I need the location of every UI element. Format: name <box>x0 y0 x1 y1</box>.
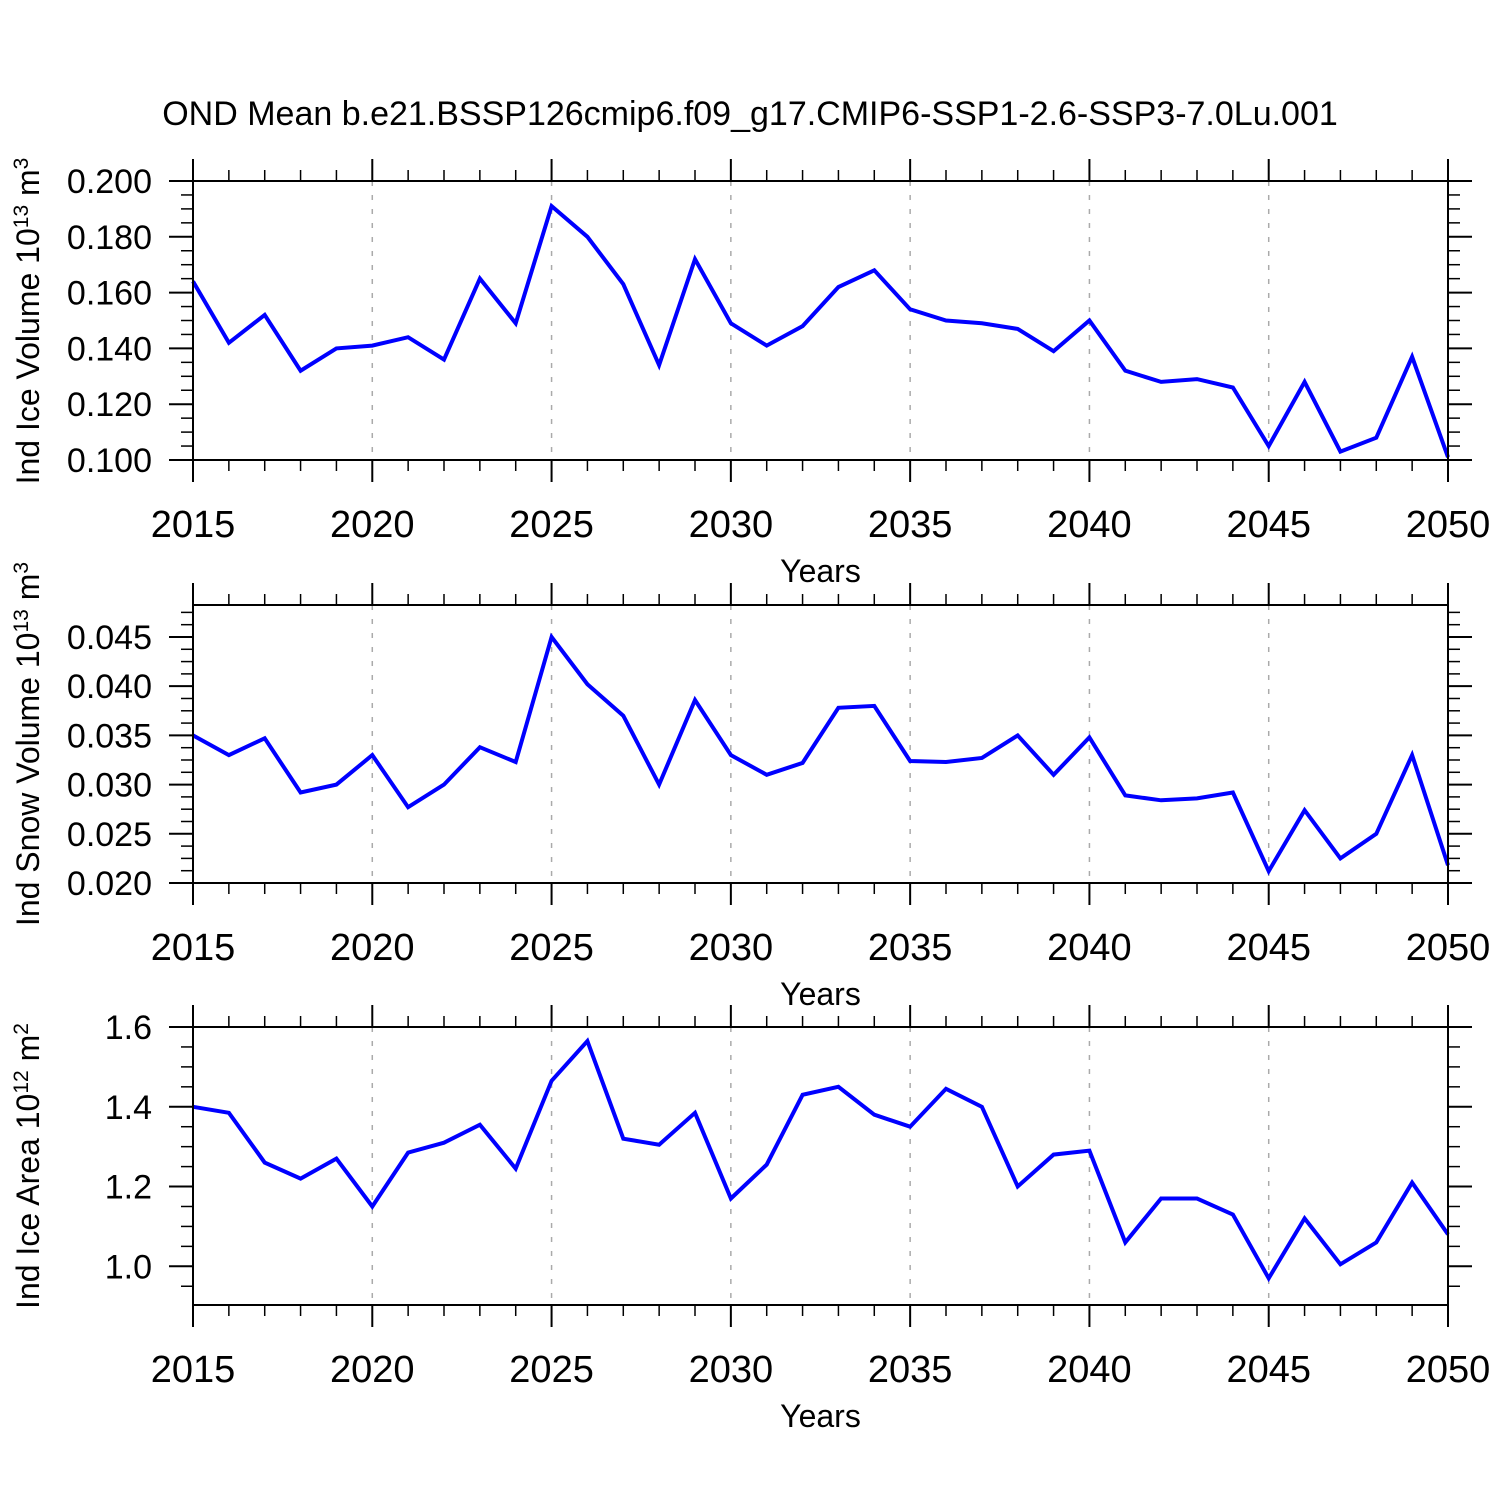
y-axis-title-exponent: 13 <box>10 609 33 633</box>
y-axis-title-text: Ind Ice Volume 10 <box>10 228 46 485</box>
x-tick-label: 2040 <box>1047 1349 1132 1391</box>
x-tick-label: 2025 <box>509 504 594 546</box>
x-tick-label: 2050 <box>1406 1349 1491 1391</box>
x-tick-label: 2045 <box>1226 504 1311 546</box>
ind-snow-volume-line <box>192 632 1450 876</box>
y-tick-label: 0.140 <box>67 330 152 368</box>
y-axis-title-unit: m <box>10 169 46 205</box>
x-tick-label: 2025 <box>509 1349 594 1391</box>
y-axis-title-exponent: 13 <box>10 204 33 229</box>
y-tick-label: 1.0 <box>105 1248 152 1286</box>
x-tick-label: 2035 <box>868 504 953 546</box>
x-tick-label: 2050 <box>1406 927 1491 969</box>
y-tick-label: 0.020 <box>67 865 152 903</box>
y-tick-label: 0.160 <box>67 275 152 313</box>
y-axis-title-snow-volume: Ind Snow Volume 1013 m3 <box>7 504 49 984</box>
y-tick-label: 0.180 <box>67 219 152 257</box>
plot-title: OND Mean b.e21.BSSP126cmip6.f09_g17.CMIP… <box>162 95 1338 133</box>
x-tick-label: 2040 <box>1047 504 1132 546</box>
x-tick-label: 2025 <box>509 927 594 969</box>
x-tick-label: 2020 <box>330 927 415 969</box>
x-axis-label: Years <box>780 553 861 589</box>
y-axis-title-unit-exponent: 3 <box>10 561 33 574</box>
ind-ice-volume-line <box>191 202 1450 458</box>
y-tick-label: 0.100 <box>67 442 152 480</box>
y-tick-label: 0.045 <box>67 619 152 657</box>
x-tick-label: 2035 <box>868 927 953 969</box>
axis-frame <box>192 180 1449 461</box>
x-tick-label: 2015 <box>151 927 236 969</box>
y-tick-label: 0.040 <box>67 668 152 706</box>
x-axis-label: Years <box>780 1398 861 1434</box>
y-tick-label: 1.2 <box>105 1169 152 1207</box>
y-tick-label: 1.6 <box>105 1009 152 1047</box>
y-axis-title-text: Ind Snow Volume 10 <box>10 632 46 927</box>
x-tick-label: 2045 <box>1226 1349 1311 1391</box>
x-tick-label: 2020 <box>330 504 415 546</box>
y-tick-label: 0.035 <box>67 717 152 755</box>
y-tick-label: 1.4 <box>105 1089 152 1127</box>
y-axis-title-ice-area: Ind Ice Area 1012 m2 <box>7 926 49 1406</box>
y-axis-title-exponent: 12 <box>10 1070 33 1094</box>
y-tick-label: 0.200 <box>67 163 152 201</box>
y-tick-label: 0.025 <box>67 816 152 854</box>
y-axis-title-unit: m <box>10 1034 46 1071</box>
x-tick-label: 2040 <box>1047 927 1132 969</box>
panel-ind-ice-volume: 0.100 0.120 0.140 0.160 0.180 0.200 2015 2020 20… <box>67 159 1490 589</box>
x-tick-label: 2050 <box>1406 504 1491 546</box>
y-axis-title-unit-exponent: 2 <box>10 1023 33 1035</box>
x-tick-label: 2030 <box>689 1349 774 1391</box>
y-axis-title-ice-volume: Ind Ice Volume 1013 m3 <box>7 81 49 561</box>
panel-ind-snow-volume: 0.020 0.025 0.030 0.035 0.040 0.045 2015 2020 20… <box>67 583 1490 1012</box>
panel-ind-ice-area: 1.0 1.2 1.4 1.6 2015 2020 2025 2030 2035 2040 2045… <box>105 1005 1491 1434</box>
x-tick-label: 2035 <box>868 1349 953 1391</box>
axis-frame <box>192 604 1449 884</box>
x-tick-label: 2045 <box>1226 927 1311 969</box>
y-axis-title-unit-exponent: 3 <box>10 157 33 170</box>
x-tick-label: 2015 <box>151 1349 236 1391</box>
y-axis-title-text: Ind Ice Area 10 <box>10 1093 46 1309</box>
x-axis-label: Years <box>780 976 861 1012</box>
y-tick-label: 0.120 <box>67 386 152 424</box>
x-tick-label: 2020 <box>330 1349 415 1391</box>
x-tick-label: 2030 <box>689 927 774 969</box>
y-axis-title-unit: m <box>10 573 46 610</box>
x-tick-label: 2030 <box>689 504 774 546</box>
y-tick-label: 0.030 <box>67 767 152 805</box>
ind-ice-area-line <box>192 1037 1450 1283</box>
x-tick-label: 2015 <box>151 504 236 546</box>
